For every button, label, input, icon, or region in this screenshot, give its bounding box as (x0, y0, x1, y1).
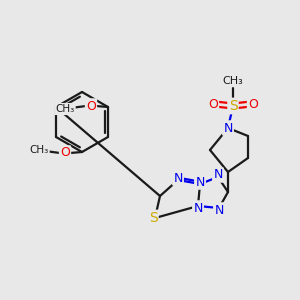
Text: N: N (195, 176, 205, 188)
Text: N: N (173, 172, 183, 184)
Text: O: O (248, 98, 258, 110)
Text: O: O (60, 146, 70, 160)
Text: N: N (213, 169, 223, 182)
Text: CH₃: CH₃ (56, 104, 75, 114)
Text: O: O (86, 100, 96, 112)
Text: N: N (193, 202, 203, 214)
Text: N: N (214, 203, 224, 217)
Text: CH₃: CH₃ (29, 145, 49, 155)
Text: N: N (223, 122, 233, 134)
Text: S: S (148, 211, 158, 225)
Text: S: S (229, 99, 237, 113)
Text: CH₃: CH₃ (223, 76, 243, 86)
Text: O: O (208, 98, 218, 110)
